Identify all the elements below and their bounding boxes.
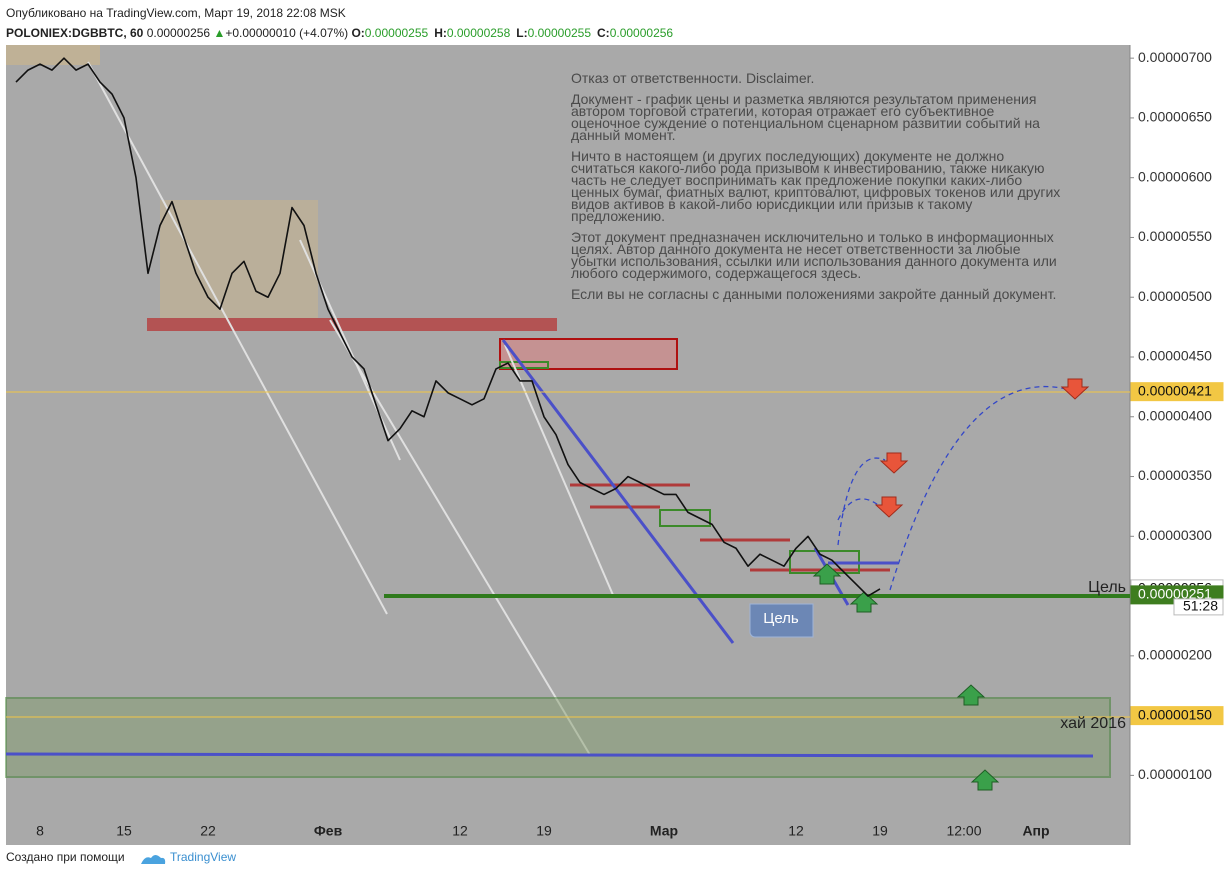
callout [749,603,814,638]
disclaimer-paragraph: Ничто в настоящем (и других последующих)… [571,148,1061,224]
x-tick-label: 19 [872,823,888,839]
ohlc-value: 0.00000256 [609,26,674,40]
x-tick-label: Апр [1022,823,1049,839]
y-tick-label: 0.00000600 [1138,168,1212,184]
symbol: POLONIEX:DGBBTC, 60 [6,26,144,40]
arrows [812,378,1090,791]
last-price: 0.00000256 [146,26,211,40]
x-tick-label: Мар [650,823,678,839]
x-tick-label: 8 [36,823,44,839]
y-tick-label: 0.00000550 [1138,228,1212,244]
y-tick-label: 0.00000700 [1138,49,1212,65]
logo [141,855,166,864]
header: Опубликовано на TradingView.com, Март 19… [6,3,679,43]
change: +0.00000010 (+4.07%) [225,26,349,40]
price-line [15,57,881,597]
ohlc-value: 0.00000255 [527,26,592,40]
projections [837,385,1071,591]
blue-line [5,752,1094,758]
drawings [5,45,1130,791]
disclaimer-paragraph: Этот документ предназначен исключительно… [571,229,1057,281]
x-tick-label: 15 [116,823,132,839]
y-tick-label: 0.00000200 [1138,647,1212,663]
x-tick-label: 12:00 [946,823,981,839]
countdown-box [1173,598,1224,616]
countdown: 51:28 [1183,598,1218,614]
ohlc-key: C: [597,26,610,40]
disclaimer-paragraph: Отказ от ответственности. Disclaimer. [571,70,815,86]
y-tick-label: 0.00000650 [1138,109,1212,125]
zone [147,318,557,331]
price-label-box [1130,382,1224,402]
zone [160,200,318,318]
price-label-box [1130,706,1224,726]
ohlc-key: H: [434,26,447,40]
ohlc-key: L: [516,26,528,40]
y-tick-label: 0.00000100 [1138,766,1212,782]
y-tick-label: 0.00000500 [1138,288,1212,304]
up-arrow: ▲ [213,26,226,40]
disclaimer: Отказ от ответственности. Disclaimer. Док… [571,70,1061,309]
x-tick-label: 22 [200,823,216,839]
annotation: хай 2016 [1060,715,1126,732]
ohlc-value: 0.00000255 [364,26,429,40]
disclaimer-paragraph: Документ - график цены и разметка являют… [571,91,1040,143]
y-tick-label: 0.00000300 [1138,527,1212,543]
price-label: 0.00000251 [1138,586,1212,602]
zone [6,45,100,65]
x-tick-label: 12 [788,823,804,839]
symbol-line: POLONIEX:DGBBTC, 60 0.00000256 ▲+0.00000… [6,23,679,43]
footer: Создано при помощи TradingView [6,850,236,864]
price-label: 0.00000150 [1138,706,1212,722]
x-tick-label: 19 [536,823,552,839]
ohlc-value: 0.00000258 [446,26,511,40]
footer-text: Создано при помощи [6,850,125,864]
ohlc: O:0.00000255 H:0.00000258 L:0.00000255 C:0.… [351,26,679,40]
footer-brand[interactable]: TradingView [170,850,236,864]
y-tick-label: 0.00000400 [1138,407,1212,423]
plot-background [6,45,1130,845]
x-tick-label: Фев [314,823,343,839]
y-tick-label: 0.00000450 [1138,348,1212,364]
y-tick-label: 0.00000350 [1138,467,1212,483]
x-tick-label: 12 [452,823,468,839]
published: Опубликовано на TradingView.com, Март 19… [6,6,346,20]
ohlc-key: O: [351,26,365,40]
disclaimer-paragraph: Если вы не согласны с данными положениям… [571,286,1057,302]
annotation: Цель [1088,579,1126,596]
callout-text: Цель [763,610,799,627]
zone [499,338,678,370]
high-zone [5,697,1111,778]
price-label: 0.00000421 [1138,382,1212,398]
